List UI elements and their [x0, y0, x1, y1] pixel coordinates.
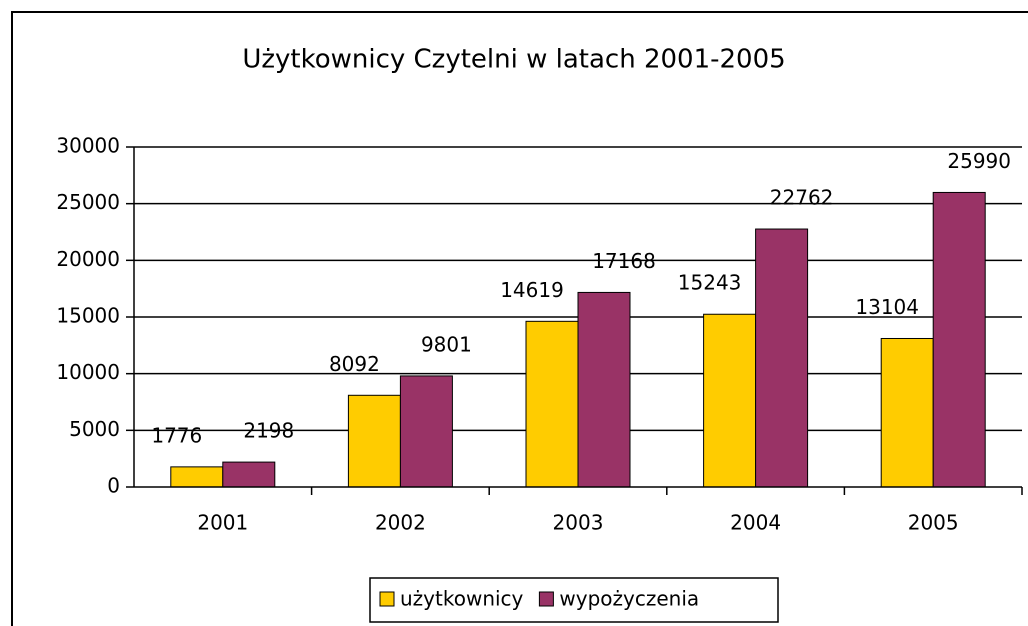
bar	[170, 466, 224, 488]
data-label: 2198	[243, 419, 294, 443]
y-tick-label: 20000	[56, 247, 120, 271]
bar	[577, 291, 631, 488]
bar	[222, 461, 276, 488]
data-label: 1776	[151, 423, 202, 447]
legend-swatch	[379, 591, 395, 607]
y-tick-label: 0	[107, 474, 120, 498]
data-label: 8092	[329, 352, 380, 376]
bar	[399, 375, 453, 488]
y-tick-label: 30000	[56, 134, 120, 158]
data-label: 9801	[421, 332, 472, 356]
data-label: 15243	[678, 271, 742, 295]
data-label: 14619	[500, 278, 564, 302]
bar	[932, 191, 986, 488]
chart-title: Użytkownicy Czytelni w latach 2001-2005	[242, 45, 785, 75]
y-tick-label: 15000	[56, 304, 120, 328]
data-label: 17168	[592, 249, 656, 273]
y-tick-label: 10000	[56, 360, 120, 384]
y-tick-label: 25000	[56, 190, 120, 214]
y-tick-label: 5000	[69, 417, 120, 441]
x-tick-label: 2004	[730, 511, 781, 535]
data-label: 25990	[947, 149, 1011, 173]
legend-label: użytkownicy	[400, 587, 524, 611]
x-tick-label: 2002	[375, 511, 426, 535]
x-tick-label: 2005	[908, 511, 959, 535]
x-tick-label: 2001	[197, 511, 248, 535]
data-label: 13104	[855, 295, 919, 319]
legend-box	[369, 577, 779, 623]
bar	[880, 337, 934, 488]
bar	[755, 228, 809, 488]
x-tick-label: 2003	[553, 511, 604, 535]
bar	[347, 394, 401, 488]
bar	[703, 313, 757, 488]
data-label: 22762	[770, 186, 834, 210]
legend-swatch	[538, 591, 554, 607]
chart-frame	[11, 11, 1028, 626]
bar	[525, 320, 579, 488]
legend-label: wypożyczenia	[559, 587, 699, 611]
